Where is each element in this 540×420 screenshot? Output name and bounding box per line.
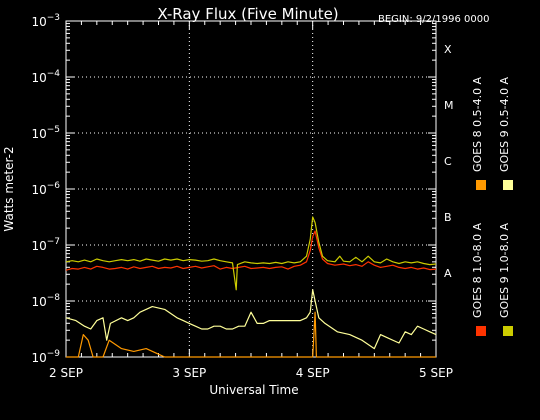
legend-entry: GOES 8 1.0-8.0 A (471, 222, 484, 318)
legend-swatch (503, 180, 513, 190)
y-tick-label: 10−6 (31, 181, 60, 197)
y-axis-label: Watts meter-2 (2, 146, 16, 231)
legend-swatch (476, 326, 486, 336)
legend-entry: GOES 9 0.5-4.0 A (498, 76, 511, 172)
legend-entry: GOES 8 0.5-4.0 A (471, 76, 484, 172)
series-line (65, 289, 437, 350)
x-axis-ticks: 2 SEP 3 SEP 4 SEP 5 SEP (49, 21, 453, 380)
data-series (65, 216, 437, 358)
flare-class-label: M (444, 99, 454, 112)
y-tick-label: 10−4 (31, 69, 60, 85)
flare-class-label: B (444, 211, 452, 224)
flare-class-labels: A B C M X (444, 43, 454, 280)
y-tick-label: 10−7 (31, 237, 60, 253)
y-tick-label: 10−3 (31, 13, 60, 29)
series-line (65, 216, 437, 291)
begin-date-label: BEGIN: 9/2/1996 0000 (378, 14, 489, 25)
y-axis-ticks: 10−9 10−8 10−7 10−6 10−5 10−4 10−3 (31, 13, 436, 365)
y-tick-label: 10−9 (31, 349, 60, 365)
y-tick-label: 10−8 (31, 293, 60, 309)
x-tick-label: 2 SEP (49, 366, 83, 380)
legend-entry: GOES 9 1.0-8.0 A (498, 222, 511, 318)
legend-swatch (476, 180, 486, 190)
x-tick-label: 3 SEP (172, 366, 206, 380)
series-line (65, 230, 437, 271)
x-axis-label: Universal Time (209, 383, 298, 397)
grid-lines (66, 21, 436, 357)
flare-class-label: C (444, 155, 452, 168)
x-tick-label: 4 SEP (296, 366, 330, 380)
x-tick-label: 5 SEP (419, 366, 453, 380)
flare-class-label: A (444, 267, 452, 280)
y-tick-label: 10−5 (31, 125, 60, 141)
legend: GOES 8 1.0-8.0 A GOES 8 0.5-4.0 A GOES 9 1… (471, 76, 513, 336)
series-line (66, 311, 436, 358)
flare-class-label: X (444, 43, 452, 56)
chart-title: X-Ray Flux (Five Minute) (157, 5, 338, 23)
legend-swatch (503, 326, 513, 336)
